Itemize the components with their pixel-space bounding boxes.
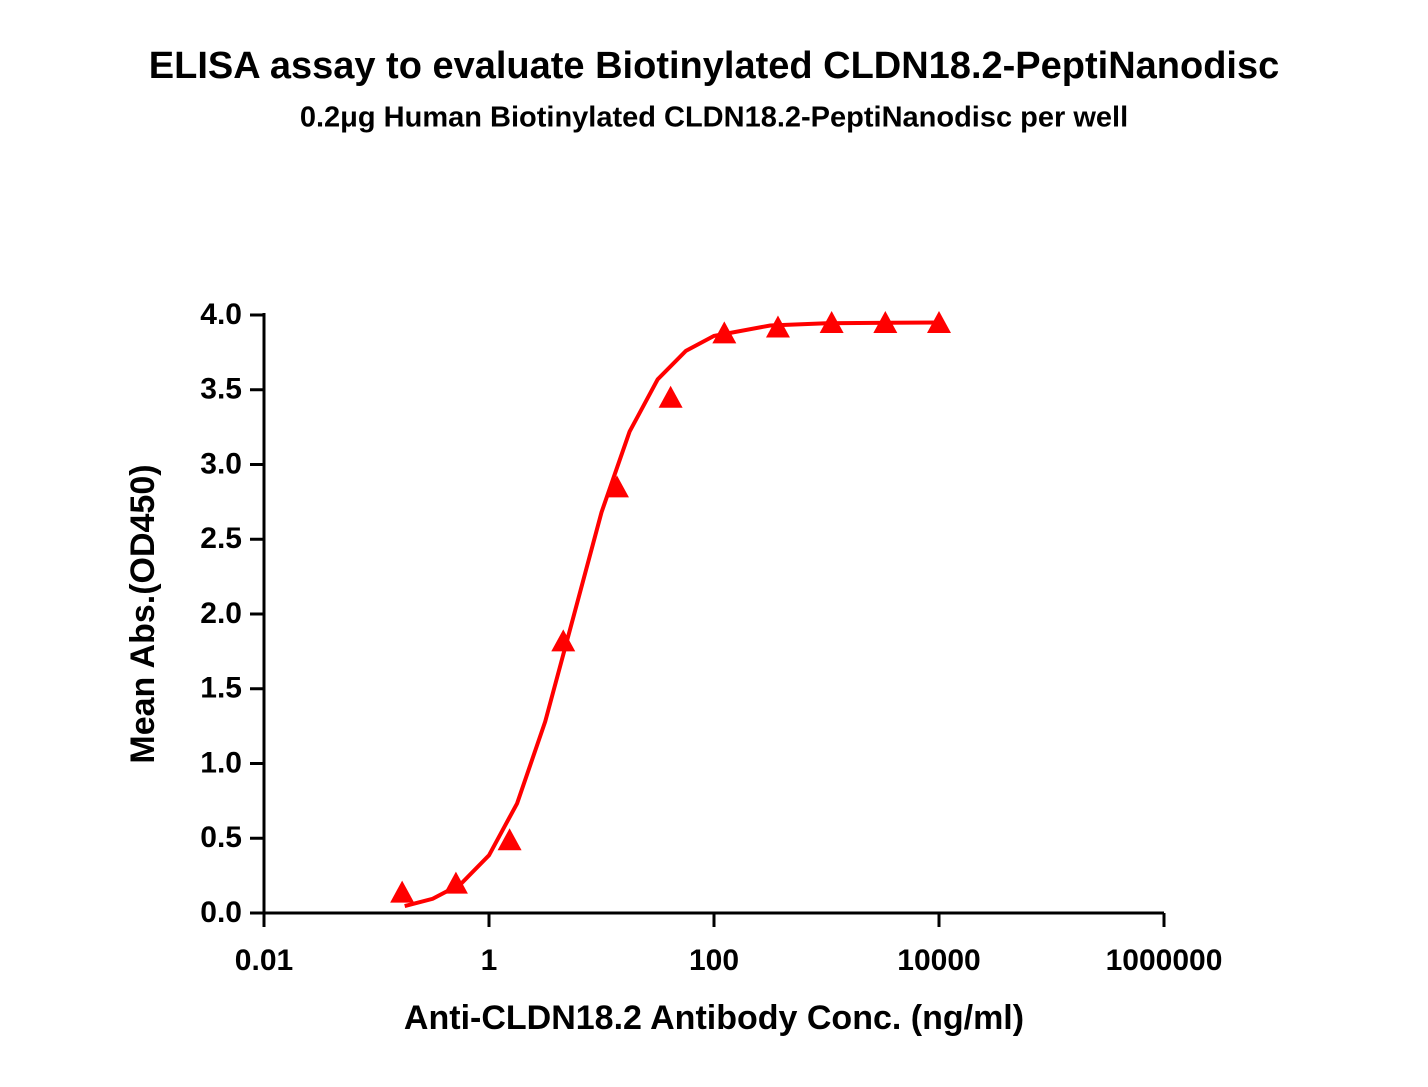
data-point — [604, 475, 629, 498]
chart-title: ELISA assay to evaluate Biotinylated CLD… — [149, 45, 1279, 87]
y-tick-label: 1.5 — [200, 672, 242, 705]
y-tick-label: 2.5 — [200, 522, 242, 555]
y-tick-label: 3.5 — [200, 373, 242, 406]
y-tick-label: 2.0 — [200, 597, 242, 630]
y-tick-label: 3.0 — [200, 447, 242, 480]
data-point — [551, 629, 576, 652]
data-point — [390, 880, 415, 903]
x-tick-label: 1000000 — [1106, 944, 1223, 977]
fit-curve — [404, 320, 940, 909]
x-axis-label: Anti-CLDN18.2 Antibody Conc. (ng/ml) — [404, 999, 1024, 1037]
x-tick-label: 1 — [481, 944, 498, 977]
x-tick-label: 100 — [689, 944, 739, 977]
x-tick-label: 10000 — [897, 944, 980, 977]
data-point — [497, 828, 522, 851]
data-point — [927, 310, 951, 333]
y-tick-label: 0.5 — [200, 821, 242, 854]
y-tick-label: 1.0 — [200, 746, 242, 779]
y-tick-label: 4.0 — [200, 298, 242, 331]
y-axis-label: Mean Abs.(OD450) — [124, 464, 162, 763]
data-point — [658, 385, 683, 408]
x-tick-label: 0.01 — [235, 944, 293, 977]
y-tick-label: 0.0 — [200, 896, 242, 929]
chart-subtitle: 0.2μg Human Biotinylated CLDN18.2-PeptiN… — [300, 102, 1128, 134]
